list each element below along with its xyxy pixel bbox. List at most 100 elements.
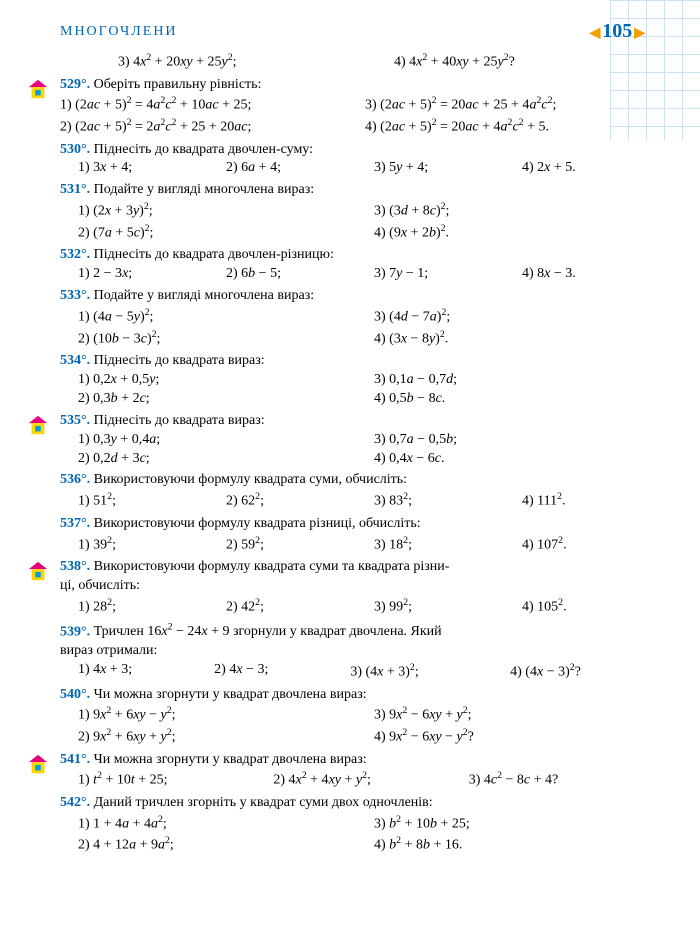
item: 3) (4d − 7a)2; [374,306,670,328]
item: 1) 282; [78,596,226,618]
item: 1) 0,2x + 0,5y; [78,371,374,390]
problem-537: 537°. Використовуючи формулу квадрата рі… [60,515,670,555]
problem-number: 537°. [60,516,90,531]
item: 2) 4x2 + 4xy + y2; [273,769,468,791]
item: 4) 2x + 5. [522,159,670,178]
page-content: 3) 4x2 + 20xy + 25y2; 4) 4x2 + 40xy + 25… [0,51,700,856]
problem-542: 542°. Даний тричлен згорніть у квадрат с… [60,794,670,856]
problem-number: 533°. [60,288,90,303]
problem-text2: вираз отримали: [60,642,670,661]
problem-text: Піднесіть до квадрата двочлен-різницю: [94,247,334,262]
item: 2) 4 + 12a + 9a2; [78,834,374,856]
item: 1) (2x + 3y)2; [78,200,374,222]
item: 3) 0,1a − 0,7d; [374,371,670,390]
item: 4) 1072. [522,534,670,556]
pre-items: 3) 4x2 + 20xy + 25y2; 4) 4x2 + 40xy + 25… [60,51,670,73]
item: 1) 9x2 + 6xy − y2; [78,704,374,726]
item: 1) t2 + 10t + 25; [78,769,273,791]
item: 4) b2 + 8b + 16. [374,834,670,856]
problem-number: 540°. [60,687,90,702]
item: 2) (7a + 5c)2; [78,222,374,244]
item: 3) 992; [374,596,522,618]
problem-531: 531°. Подайте у вигляді многочлена вираз… [60,181,670,243]
problem-text: Використовуючи формулу квадрата різниці,… [94,516,421,531]
item: 3) (3d + 8c)2; [374,200,670,222]
problem-530: 530°. Піднесіть до квадрата двочлен-суму… [60,141,670,179]
problem-540: 540°. Чи можна згорнути у квадрат двочле… [60,686,670,748]
problem-number: 532°. [60,247,90,262]
item: 4) 0,5b − 8c. [374,390,670,409]
problem-536: 536°. Використовуючи формулу квадрата су… [60,471,670,511]
item: 2) 592; [226,534,374,556]
problem-text: Оберіть правильну рівність: [94,77,262,92]
item: 2) 0,3b + 2c; [78,390,374,409]
problem-text: Чи можна згорнути у квадрат двочлена вир… [94,752,367,767]
problem-text: Тричлен 16x2 − 24x + 9 згорнули у квадра… [94,624,442,639]
item: 2) 6a + 4; [226,159,374,178]
item: 4) 1112. [522,490,670,512]
problem-text: Подайте у вигляді многочлена вираз: [94,288,315,303]
page-header: МНОГОЧЛЕНИ 105 [0,0,700,51]
item: 2) 9x2 + 6xy + y2; [78,726,374,748]
item: 1) 3x + 4; [78,159,226,178]
problem-541: 541°. Чи можна згорнути у квадрат двочле… [60,751,670,791]
item: 2) 6b − 5; [226,265,374,284]
house-icon [27,78,49,100]
problem-533: 533°. Подайте у вигляді многочлена вираз… [60,287,670,349]
problem-number: 534°. [60,353,90,368]
item: 4) (4x − 3)2? [510,661,670,683]
item: 2) (10b − 3c)2; [78,328,374,350]
item: 3) 4c2 − 8c + 4? [469,769,670,791]
item: 2) 0,2d + 3c; [78,450,374,469]
problem-text: Даний тричлен згорніть у квадрат суми дв… [94,795,433,810]
problem-number: 531°. [60,182,90,197]
item: 1) 0,3y + 0,4a; [78,431,374,450]
item: 3) b2 + 10b + 25; [374,813,670,835]
problem-text2: ці, обчисліть: [60,577,670,596]
problem-529: 529°. Оберіть правильну рівність: 1) (2a… [60,76,670,138]
problem-text: Чи можна згорнути у квадрат двочлена вир… [94,687,367,702]
house-icon [27,560,49,582]
item: 2) 622; [226,490,374,512]
item: 4) 9x2 − 6xy − y2? [374,726,670,748]
item: 4) (2ac + 5)2 = 20ac + 4a2c2 + 5. [365,116,670,138]
item: 2) (2ac + 5)2 = 2a2c2 + 25 + 20ac; [60,116,365,138]
problem-532: 532°. Піднесіть до квадрата двочлен-різн… [60,246,670,284]
problem-number: 529°. [60,77,90,92]
item: 3) (2ac + 5)2 = 20ac + 25 + 4a2c2; [365,94,670,116]
problem-538: 538°. Використовуючи формулу квадрата су… [60,558,670,617]
item: 4) (3x − 8y)2. [374,328,670,350]
problem-text: Піднесіть до квадрата двочлен-суму: [94,142,313,157]
problem-539: 539°. Тричлен 16x2 − 24x + 9 згорнули у … [60,621,670,683]
item: 1) 392; [78,534,226,556]
house-icon [27,753,49,775]
item: 3) 832; [374,490,522,512]
problem-number: 541°. [60,752,90,767]
item: 1) 2 − 3x; [78,265,226,284]
problem-text: Піднесіть до квадрата вираз: [94,353,265,368]
item: 1) (4a − 5y)2; [78,306,374,328]
item: 3) 7y − 1; [374,265,522,284]
item: 4) (9x + 2b)2. [374,222,670,244]
item: 3) (4x + 3)2; [350,661,510,683]
item: 2) 4x − 3; [214,661,350,683]
problem-text: Використовуючи формулу квадрата суми та … [94,559,450,574]
house-icon [27,414,49,436]
problem-number: 530°. [60,142,90,157]
item: 3) 4x2 + 20xy + 25y2; [118,51,394,73]
chapter-title: МНОГОЧЛЕНИ [60,24,178,40]
item: 1) 4x + 3; [78,661,214,683]
item: 4) 1052. [522,596,670,618]
item: 4) 8x − 3. [522,265,670,284]
item: 3) 9x2 − 6xy + y2; [374,704,670,726]
problem-number: 536°. [60,472,90,487]
problem-534: 534°. Піднесіть до квадрата вираз: 1) 0,… [60,352,670,409]
item: 1) (2ac + 5)2 = 4a2c2 + 10ac + 25; [60,94,365,116]
problem-535: 535°. Піднесіть до квадрата вираз: 1) 0,… [60,412,670,469]
problem-text: Використовуючи формулу квадрата суми, об… [94,472,407,487]
item: 3) 0,7a − 0,5b; [374,431,670,450]
item: 3) 5y + 4; [374,159,522,178]
item: 4) 0,4x − 6c. [374,450,670,469]
problem-number: 535°. [60,413,90,428]
item: 2) 422; [226,596,374,618]
